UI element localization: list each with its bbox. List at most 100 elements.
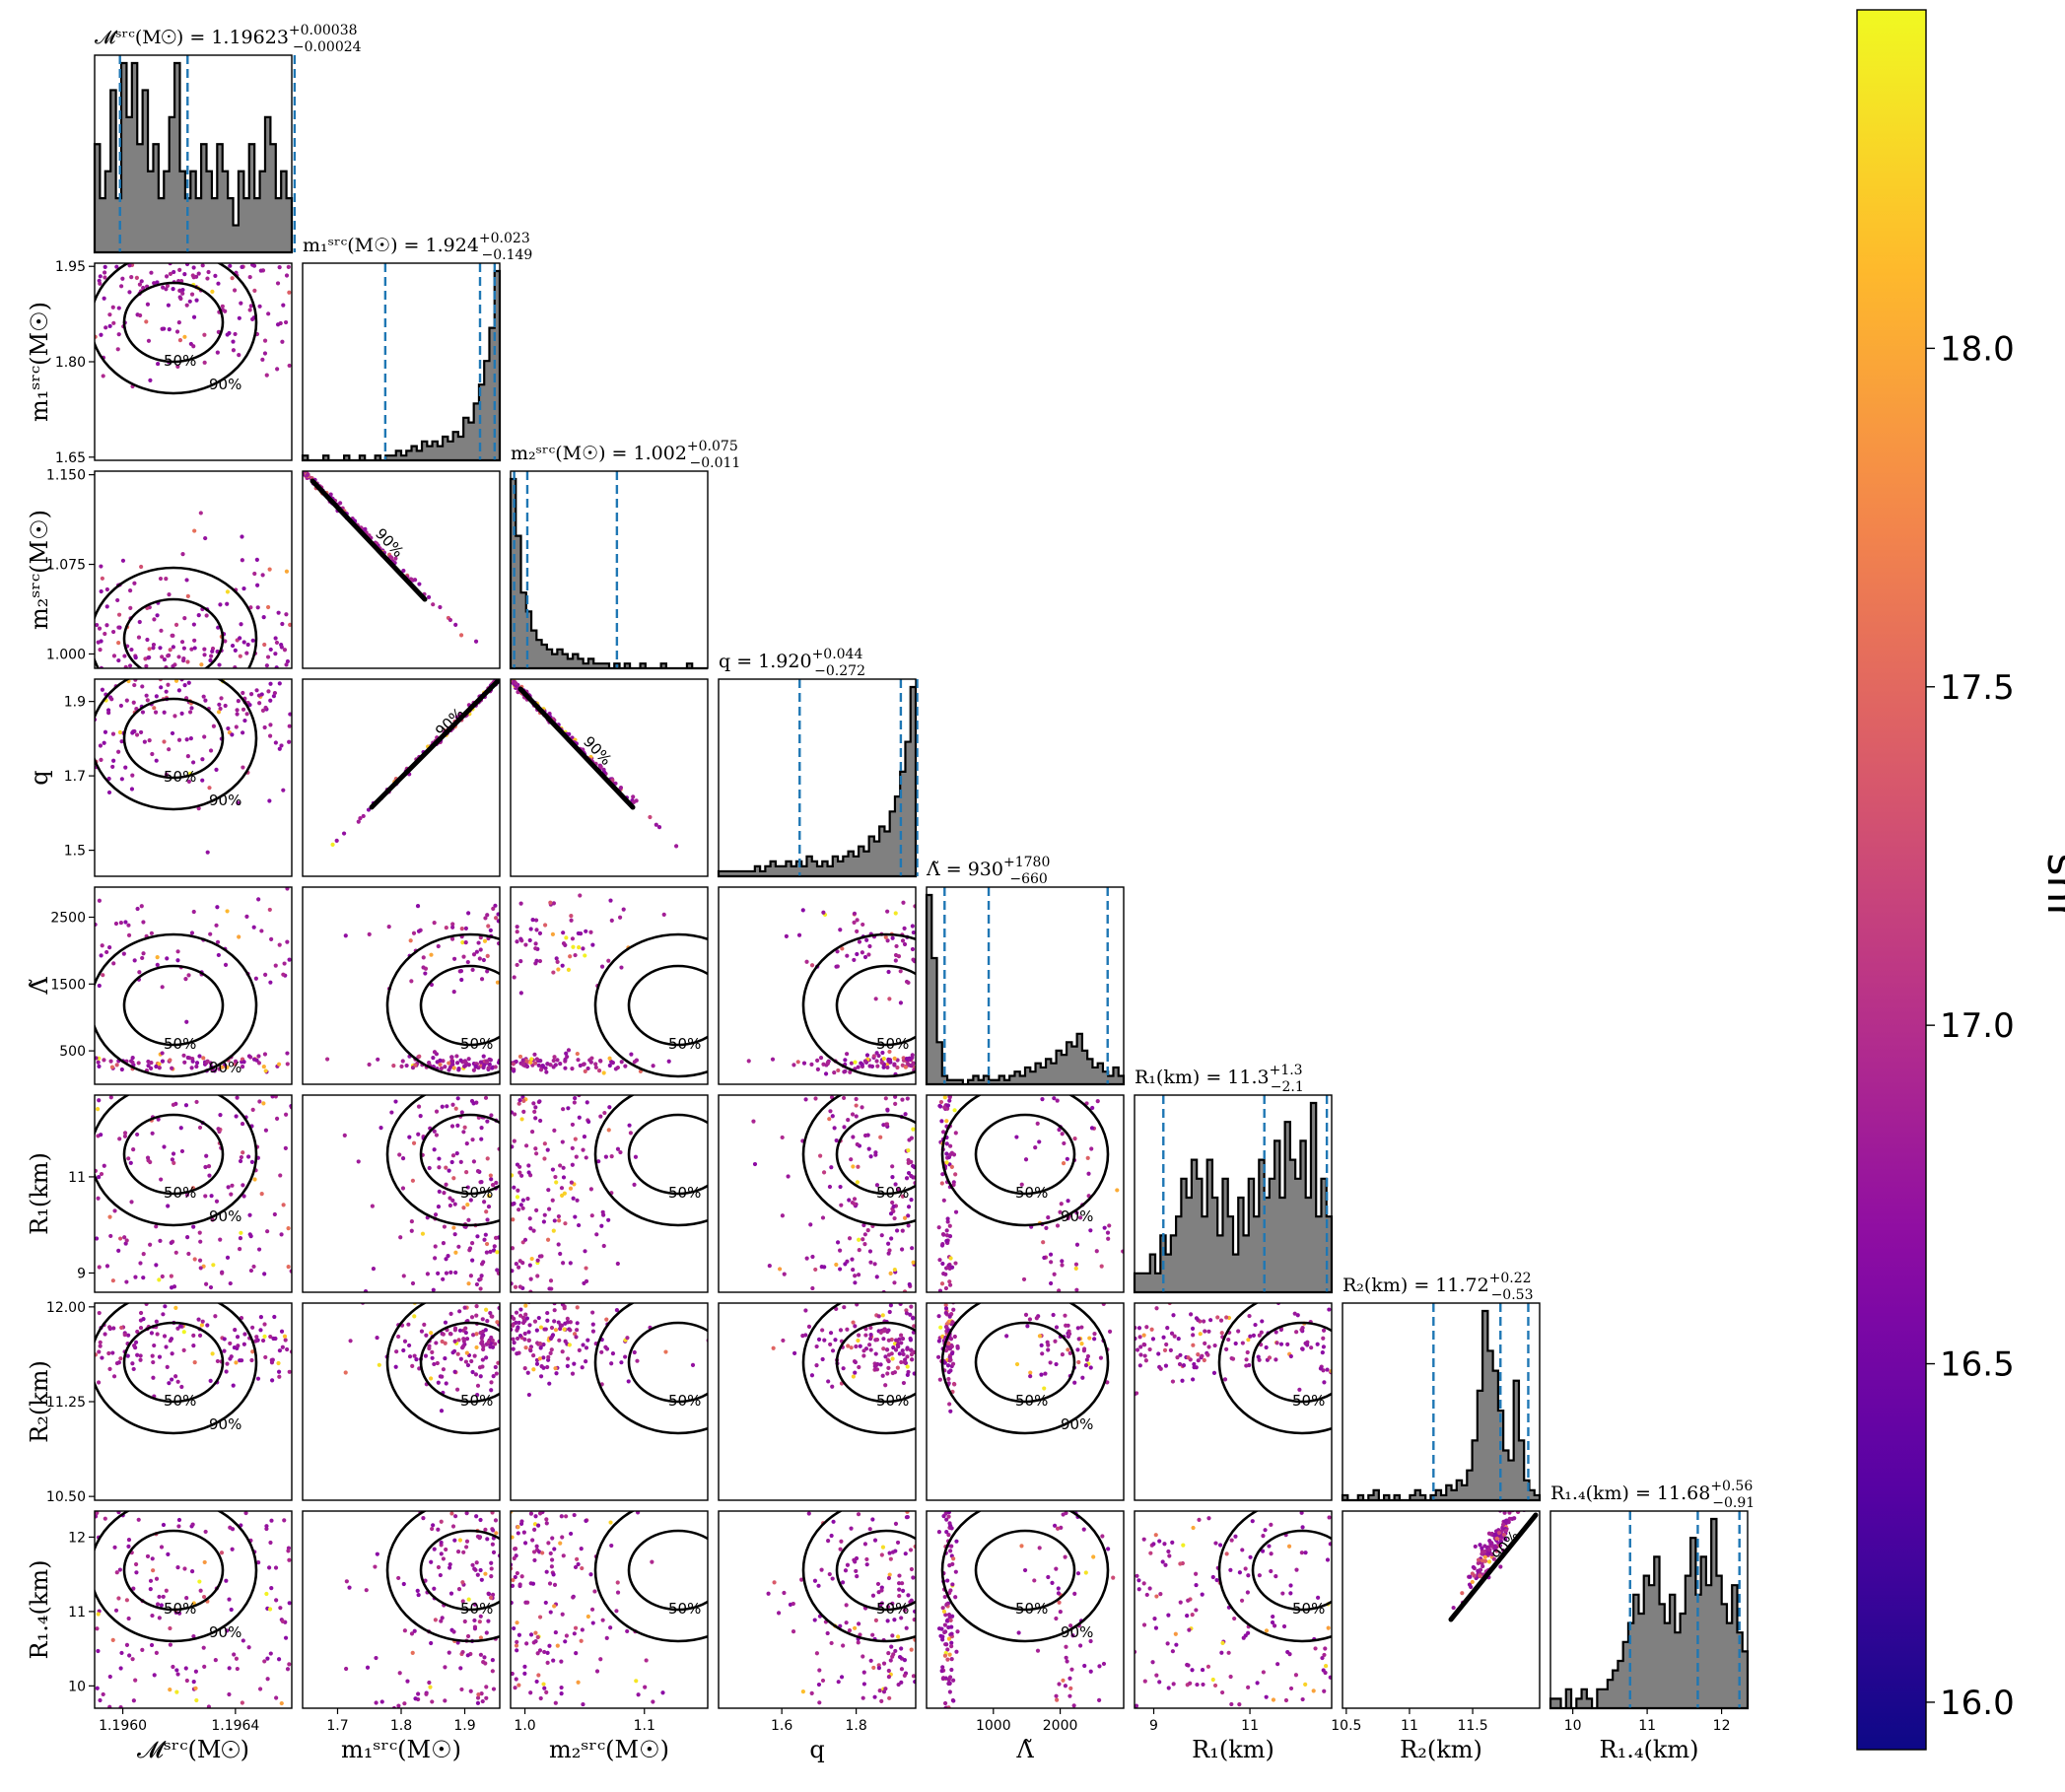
sample-point	[440, 1298, 444, 1302]
sample-point	[470, 1258, 475, 1263]
sample-point	[131, 1366, 136, 1372]
sample-point	[132, 1344, 137, 1348]
sample-point	[1035, 1648, 1041, 1653]
sample-point	[129, 647, 134, 653]
sample-point	[1054, 1693, 1059, 1698]
sample-point	[944, 1517, 949, 1522]
sample-point	[536, 1315, 541, 1321]
sample-point	[481, 1344, 486, 1349]
sample-point	[167, 592, 172, 597]
sample-point	[175, 958, 180, 963]
sample-point	[1136, 1587, 1141, 1592]
sample-point	[1142, 1679, 1147, 1684]
sample-point	[810, 1254, 815, 1260]
sample-point	[151, 1568, 156, 1573]
sample-point	[182, 272, 187, 277]
sample-point	[897, 1593, 902, 1599]
sample-point	[444, 1271, 449, 1275]
sample-point	[947, 1234, 953, 1239]
panel-frame	[1342, 1510, 1541, 1709]
sample-point	[617, 915, 623, 920]
sample-point	[826, 1539, 831, 1544]
sample-point	[175, 364, 180, 369]
sample-point	[881, 1065, 886, 1069]
sample-point	[903, 1551, 908, 1556]
sample-point	[111, 654, 117, 658]
sample-point	[305, 473, 310, 478]
sample-point	[468, 1689, 473, 1693]
sample-point	[104, 1264, 110, 1269]
contour-90	[310, 478, 428, 602]
sample-point	[572, 1631, 577, 1636]
sample-point	[950, 1320, 955, 1325]
sample-point	[893, 1347, 899, 1352]
sample-point	[625, 1628, 630, 1634]
sample-point	[525, 1370, 530, 1375]
sample-point	[516, 1525, 520, 1530]
sample-point	[1300, 1696, 1305, 1702]
sample-point	[171, 1151, 176, 1156]
sample-point	[573, 1564, 579, 1570]
sample-point	[150, 751, 155, 757]
sample-point	[1275, 1662, 1280, 1667]
sample-point	[145, 698, 150, 703]
sample-point	[549, 1325, 555, 1331]
sample-point	[174, 329, 180, 334]
contour-label-50: 50%	[876, 1035, 909, 1053]
sample-point	[1202, 1319, 1206, 1324]
sample-point	[434, 1109, 440, 1114]
sample-point	[862, 954, 868, 960]
sample-point	[184, 578, 189, 583]
sample-point	[406, 1322, 411, 1327]
sample-point	[809, 963, 815, 968]
sample-point	[912, 1618, 916, 1622]
sample-point	[433, 1212, 439, 1217]
sample-point	[478, 935, 483, 940]
sample-point	[439, 1619, 444, 1623]
sample-point	[135, 906, 140, 912]
sample-point	[905, 1096, 910, 1101]
sample-point	[855, 1303, 860, 1307]
sample-point	[481, 1054, 486, 1059]
sample-point	[511, 1346, 516, 1351]
sample-point	[515, 925, 519, 930]
sample-point	[400, 1059, 405, 1064]
sample-point	[862, 1242, 867, 1247]
sample-point	[857, 1248, 861, 1253]
sample-point	[161, 1522, 167, 1528]
panel-r14-vs-mc: 50%90%	[94, 1510, 293, 1709]
sample-point	[1064, 1323, 1068, 1328]
sample-point	[254, 1058, 259, 1063]
sample-point	[202, 653, 207, 657]
sample-point	[115, 597, 120, 603]
sample-point	[941, 1272, 946, 1276]
sample-point	[176, 1524, 181, 1529]
sample-point	[1471, 1564, 1476, 1570]
ytick-label-q: 1.5	[64, 844, 86, 860]
sample-point	[431, 602, 436, 607]
sample-point	[944, 1619, 950, 1623]
sample-point	[95, 1236, 100, 1241]
sample-point	[901, 900, 906, 905]
sample-point	[563, 1339, 568, 1344]
sample-point	[1482, 1558, 1488, 1563]
sample-point	[168, 648, 172, 653]
sample-point	[514, 1643, 519, 1648]
sample-point	[899, 1247, 905, 1252]
sample-point	[1494, 1536, 1499, 1541]
sample-point	[493, 903, 498, 908]
sample-point	[267, 733, 273, 738]
sample-point	[526, 1338, 532, 1343]
panel-r2-vs-m2: 50%90%	[510, 1302, 709, 1501]
sample-point	[397, 1152, 402, 1157]
sample-point	[164, 274, 170, 279]
sample-point	[98, 281, 103, 286]
sample-point	[215, 1358, 220, 1364]
ytick-label-r14: 11	[68, 1605, 86, 1620]
sample-point	[434, 1341, 439, 1345]
contour-50	[974, 1529, 1076, 1612]
sample-point	[893, 911, 898, 916]
sample-point	[636, 1692, 641, 1697]
sample-point	[885, 1065, 890, 1070]
sample-point	[512, 1201, 516, 1206]
